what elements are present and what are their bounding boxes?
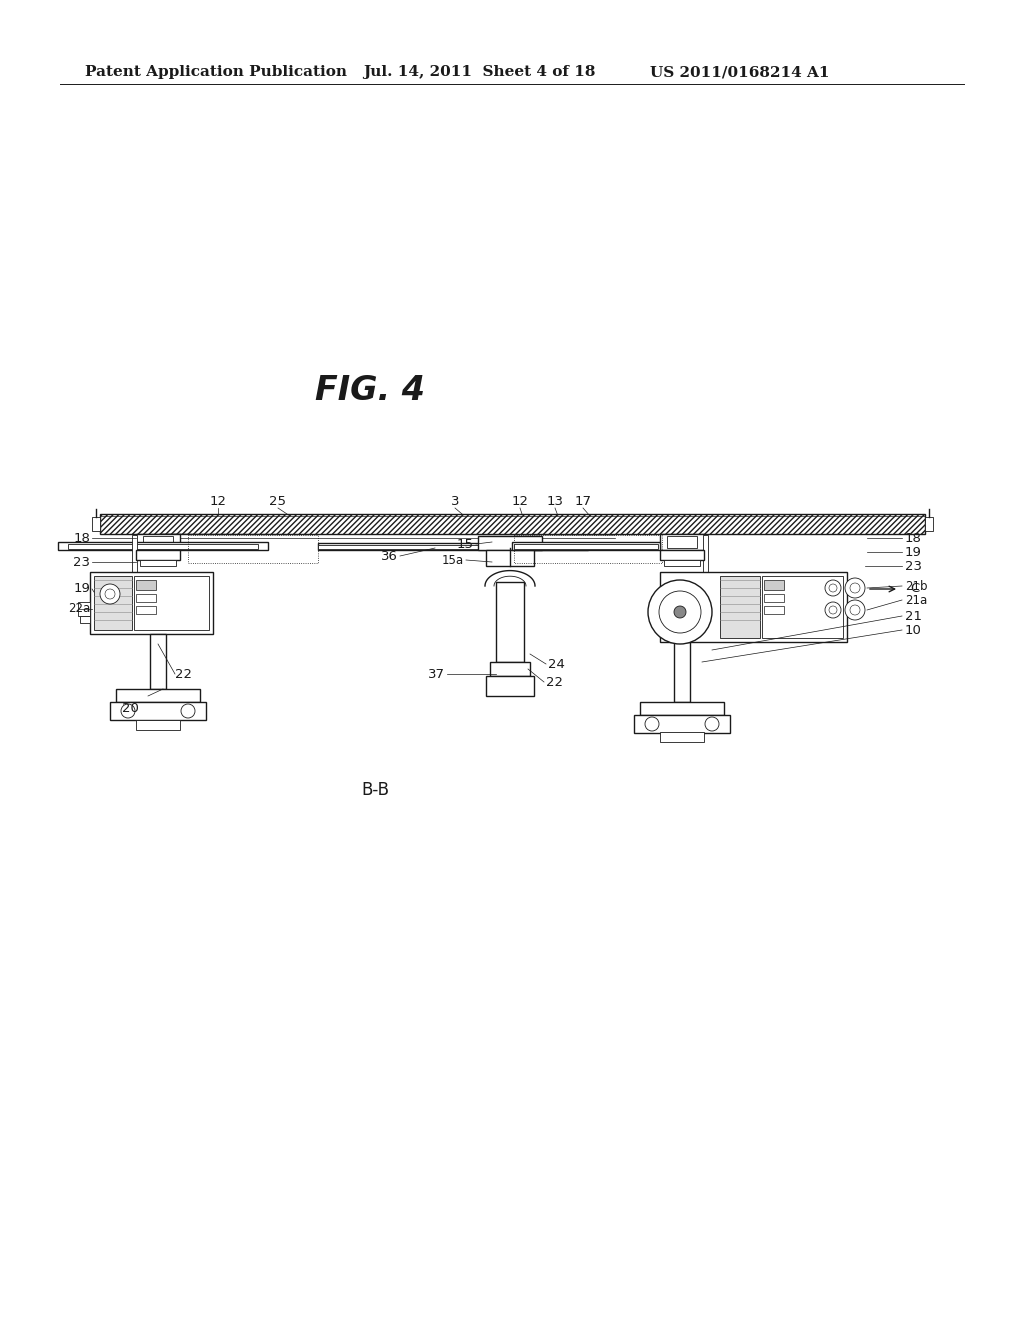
Bar xyxy=(132,535,137,573)
Bar xyxy=(496,582,524,663)
Bar xyxy=(664,560,700,566)
Bar xyxy=(116,689,200,702)
Circle shape xyxy=(100,583,120,605)
Text: Jul. 14, 2011  Sheet 4 of 18: Jul. 14, 2011 Sheet 4 of 18 xyxy=(362,65,596,79)
Circle shape xyxy=(105,589,115,599)
Circle shape xyxy=(845,578,865,598)
Bar xyxy=(674,642,690,702)
Bar xyxy=(764,579,784,590)
Text: 12: 12 xyxy=(512,495,528,508)
Text: 23: 23 xyxy=(905,560,922,573)
Bar xyxy=(514,535,662,564)
Circle shape xyxy=(829,583,837,591)
Text: 19: 19 xyxy=(73,582,90,595)
Text: 21a: 21a xyxy=(905,594,928,606)
Bar xyxy=(660,733,705,742)
Bar xyxy=(58,543,268,550)
Text: 22: 22 xyxy=(175,668,193,681)
Circle shape xyxy=(674,606,686,618)
Text: 3: 3 xyxy=(451,495,459,508)
Bar xyxy=(136,535,180,550)
Bar xyxy=(514,544,658,549)
Circle shape xyxy=(825,579,841,597)
Bar xyxy=(660,535,705,550)
Circle shape xyxy=(181,704,195,718)
Text: 25: 25 xyxy=(269,495,287,508)
Text: 24: 24 xyxy=(548,657,565,671)
Bar xyxy=(486,550,534,566)
Bar xyxy=(478,536,542,550)
Bar xyxy=(640,702,724,715)
Text: 18: 18 xyxy=(73,532,90,544)
Text: US 2011/0168214 A1: US 2011/0168214 A1 xyxy=(650,65,829,79)
Bar xyxy=(667,536,697,548)
Bar xyxy=(660,572,847,642)
Bar xyxy=(318,543,588,550)
Text: 37: 37 xyxy=(428,668,445,681)
Bar xyxy=(764,594,784,602)
Bar xyxy=(490,663,530,676)
Bar xyxy=(512,543,660,550)
Bar xyxy=(80,616,90,623)
Circle shape xyxy=(645,717,659,731)
Text: B-B: B-B xyxy=(361,781,389,799)
Bar xyxy=(94,576,132,630)
Bar xyxy=(660,550,705,560)
Text: 19: 19 xyxy=(905,545,922,558)
Text: Patent Application Publication: Patent Application Publication xyxy=(85,65,347,79)
Text: 18: 18 xyxy=(905,532,922,544)
Text: 36: 36 xyxy=(381,549,398,562)
Circle shape xyxy=(850,605,860,615)
Text: 13: 13 xyxy=(547,495,563,508)
Text: C: C xyxy=(910,582,920,595)
Text: 22a: 22a xyxy=(68,602,90,615)
Bar xyxy=(78,602,90,616)
Bar xyxy=(486,676,534,696)
Text: 22: 22 xyxy=(546,676,563,689)
Circle shape xyxy=(829,606,837,614)
Bar xyxy=(140,560,176,566)
Text: 10: 10 xyxy=(905,623,922,636)
Bar xyxy=(136,719,180,730)
Circle shape xyxy=(659,591,701,634)
Circle shape xyxy=(121,704,135,718)
Bar xyxy=(925,517,933,531)
Bar xyxy=(764,606,784,614)
Bar xyxy=(136,579,156,590)
Bar xyxy=(110,702,206,719)
Bar xyxy=(134,576,209,630)
Bar xyxy=(136,606,156,614)
Bar xyxy=(634,715,730,733)
Text: 21: 21 xyxy=(905,610,922,623)
Bar xyxy=(100,513,925,535)
Text: 17: 17 xyxy=(574,495,592,508)
Bar xyxy=(92,517,100,531)
Text: 15: 15 xyxy=(457,537,474,550)
Text: 20: 20 xyxy=(122,702,138,715)
Text: 15a: 15a xyxy=(442,553,464,566)
Bar xyxy=(188,535,318,564)
Text: 21b: 21b xyxy=(905,579,928,593)
Bar xyxy=(143,536,173,548)
Bar xyxy=(150,634,166,689)
Bar xyxy=(762,576,843,638)
Text: FIG. 4: FIG. 4 xyxy=(315,374,425,407)
Bar xyxy=(90,572,213,634)
Circle shape xyxy=(845,601,865,620)
Circle shape xyxy=(825,602,841,618)
Circle shape xyxy=(705,717,719,731)
Circle shape xyxy=(850,583,860,593)
Text: 12: 12 xyxy=(210,495,226,508)
Bar xyxy=(136,594,156,602)
Text: 23: 23 xyxy=(73,556,90,569)
Bar xyxy=(720,576,760,638)
Bar xyxy=(318,545,588,549)
Circle shape xyxy=(648,579,712,644)
Bar xyxy=(136,550,180,560)
Bar xyxy=(68,544,258,549)
Bar xyxy=(703,535,708,573)
